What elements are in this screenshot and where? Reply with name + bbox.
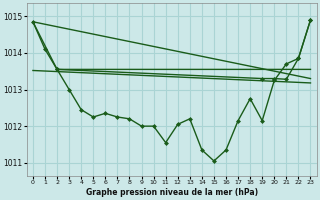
X-axis label: Graphe pression niveau de la mer (hPa): Graphe pression niveau de la mer (hPa) <box>86 188 258 197</box>
